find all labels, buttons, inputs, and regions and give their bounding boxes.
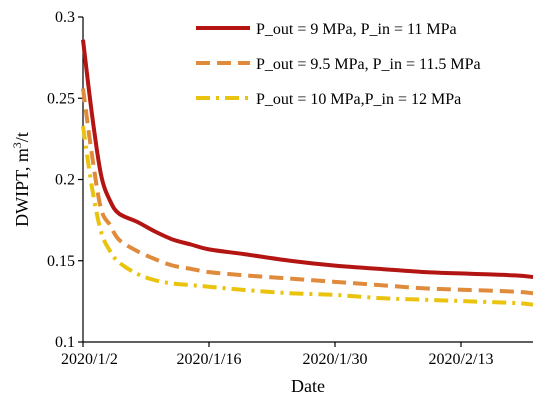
y-tick-label: 0.3	[55, 9, 75, 26]
y-tick-label: 0.2	[55, 172, 75, 189]
y-tick-label: 0.25	[47, 90, 75, 107]
x-tick-label: 2020/1/2	[61, 351, 118, 368]
y-tick-label: 0.15	[47, 253, 75, 270]
legend: P_out = 9 MPa, P_in = 11 MPa P_out = 9.5 …	[196, 21, 481, 108]
legend-label-3: P_out = 10 MPa,P_in = 12 MPa	[256, 91, 461, 108]
y-axis-title-tail: /t	[12, 132, 32, 142]
y-axis-title-superscript: 3	[10, 142, 24, 148]
x-tick-label: 2020/2/13	[429, 351, 494, 368]
legend-label-2: P_out = 9.5 MPa, P_in = 11.5 MPa	[256, 56, 481, 73]
series-layer	[81, 39, 534, 307]
series-line-3	[81, 125, 534, 307]
x-axis-title: Date	[291, 376, 325, 396]
x-tick-label: 2020/1/16	[177, 351, 242, 368]
legend-label-1: P_out = 9 MPa, P_in = 11 MPa	[256, 21, 457, 38]
series-line-1	[81, 39, 534, 279]
x-tick-label: 2020/1/30	[303, 351, 368, 368]
y-axis-title: DWIPT, m3/t	[10, 132, 32, 227]
y-axis-title-main: DWIPT, m	[12, 148, 32, 227]
y-tick-label: 0.1	[55, 334, 75, 351]
axes: 0.1 0.15 0.2 0.25 0.3 2020/1/2 2020/1/16 2020/1…	[47, 9, 533, 368]
series-line-2	[81, 88, 534, 296]
